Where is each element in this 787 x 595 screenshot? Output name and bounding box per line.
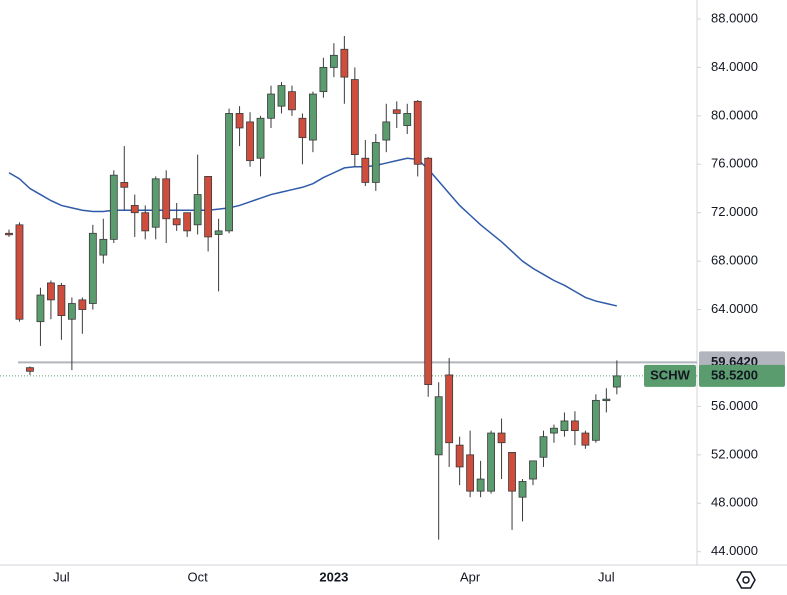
candle-body (120, 182, 129, 188)
candle-body (246, 121, 254, 162)
candle-body (47, 282, 55, 301)
candle-body (529, 460, 537, 480)
candle-body (518, 481, 527, 498)
candle-body (15, 224, 24, 320)
candle-body (309, 93, 317, 141)
candle-body (78, 299, 87, 310)
y-tick-label: 76.0000 (711, 156, 758, 171)
candle-body (235, 113, 244, 129)
last-price-badge (699, 364, 785, 387)
candle-body (267, 93, 275, 119)
settings-icon-dot[interactable] (742, 576, 750, 584)
candle-body (539, 436, 548, 458)
y-tick-label: 64.0000 (711, 301, 758, 316)
settings-icon[interactable] (736, 571, 756, 589)
candle-body (560, 420, 569, 432)
candle-body (277, 85, 286, 107)
candle-body (455, 444, 464, 468)
y-tick-label: 68.0000 (711, 253, 758, 268)
candle-body (424, 157, 433, 386)
moving-average-line (8, 157, 618, 307)
candle-body (487, 432, 495, 492)
candle-body (151, 178, 160, 228)
candle-body (204, 175, 213, 238)
x-tick-label: Jul (53, 569, 70, 584)
candle-body (141, 212, 150, 232)
y-tick-label: 80.0000 (711, 107, 758, 122)
candle-body (350, 79, 359, 155)
candle-body (109, 174, 118, 240)
candle-body (67, 303, 76, 320)
candle-body (382, 121, 391, 141)
candle-body (26, 367, 34, 372)
candle-body (36, 294, 45, 323)
candle-body (550, 427, 558, 434)
candle-body (508, 452, 516, 492)
candle-body (591, 399, 600, 441)
candle-body (361, 157, 370, 183)
symbol-badge (644, 364, 696, 387)
candle-body (581, 432, 590, 446)
candle-body (445, 374, 454, 444)
y-tick-label: 84.0000 (711, 59, 758, 74)
x-tick-label: 2023 (319, 569, 348, 584)
candle-body (162, 178, 171, 220)
candle-body (183, 212, 192, 232)
x-tick-label: Jul (598, 569, 615, 584)
candle-body (571, 420, 579, 432)
candle-body (497, 432, 506, 444)
candle-body (256, 117, 265, 159)
candle-body (371, 142, 380, 183)
y-tick-label: 52.0000 (711, 446, 758, 461)
y-tick-label: 56.0000 (711, 398, 758, 413)
y-tick-label: 72.0000 (711, 204, 758, 219)
candle-body (319, 67, 328, 93)
candle-body (612, 375, 621, 388)
candle-body (99, 238, 108, 256)
candle-body (413, 100, 422, 165)
y-tick-label: 48.0000 (711, 495, 758, 510)
y-tick-label: 88.0000 (711, 10, 758, 25)
settings-button[interactable] (736, 571, 756, 589)
candle-body (5, 232, 13, 236)
candle-body (466, 454, 475, 492)
symbol-label: SCHW (650, 367, 690, 382)
candle-body (298, 117, 307, 139)
candle-body (130, 205, 139, 214)
y-tick-label: 44.0000 (711, 543, 758, 558)
candle-body (403, 113, 412, 126)
candle-body (434, 396, 443, 456)
x-tick-label: Apr (460, 569, 481, 584)
candle-body (193, 194, 202, 226)
candle-body (172, 218, 181, 226)
candle-body (329, 54, 338, 68)
candle-body (88, 232, 97, 304)
candle-body (288, 91, 296, 111)
candle-body (602, 398, 611, 402)
last-price-label: 58.5200 (711, 367, 758, 382)
candle-body (392, 109, 401, 114)
candle-body (476, 478, 485, 492)
candle-body (340, 48, 349, 78)
candle-body (214, 230, 223, 235)
candle-body (57, 284, 66, 317)
candle-body (225, 113, 233, 232)
x-tick-label: Oct (188, 569, 209, 584)
